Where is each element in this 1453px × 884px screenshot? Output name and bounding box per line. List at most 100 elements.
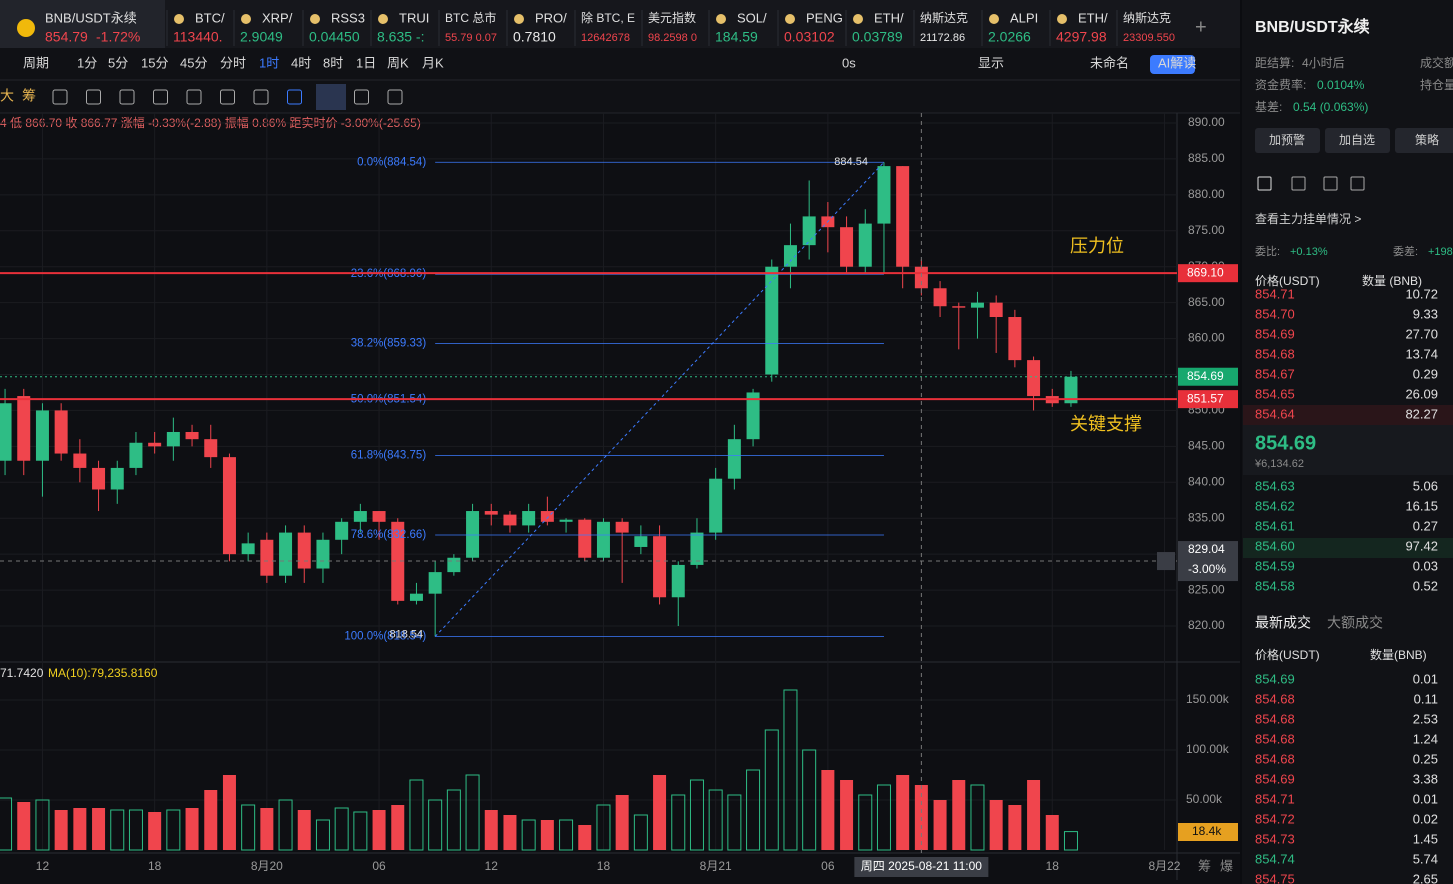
volume-bar [278,799,293,851]
crosshair-plus[interactable] [1157,552,1175,571]
corner-icon[interactable]: 爆 [1220,858,1233,873]
panel-button-label[interactable]: 加自选 [1339,133,1375,147]
tool-icon[interactable] [52,89,68,105]
tool-icon[interactable] [387,89,403,105]
period[interactable]: 15分 [141,55,168,70]
tool-icon[interactable] [186,89,202,105]
panel-button-label[interactable]: 加预警 [1269,132,1305,147]
tab-name[interactable]: 美元指数 [648,10,696,25]
x-tick-label: 18 [148,859,162,873]
tab-price[interactable]: 113440. [173,29,223,45]
period[interactable]: 1时 [259,55,279,70]
toolbar-item[interactable]: 未命名 [1090,55,1129,70]
tab-name[interactable]: 除 BTC, E [581,10,635,25]
mid-band [1243,425,1453,475]
y-tick-label: 845.00 [1188,439,1225,453]
tab-price[interactable]: 0.03789 [852,29,903,45]
tab-name[interactable]: XRP/ [262,10,293,25]
x-tick-label: 8月21 [700,859,732,873]
trade-tab[interactable]: 最新成交 [1255,615,1311,631]
book-mode[interactable] [1350,176,1365,191]
book-mode[interactable] [1323,176,1338,191]
depth-link[interactable]: 查看主力挂单情况 > [1255,212,1361,226]
tab-price[interactable]: 8.635 -: [377,29,424,45]
tab-name[interactable]: BNB/USDT永续 [45,10,137,25]
tab-price[interactable]: 0.03102 [784,29,835,45]
period[interactable]: 1日 [356,55,376,70]
candle-body [840,227,854,267]
period[interactable]: 45分 [180,55,207,70]
tool-icon[interactable] [354,89,369,105]
panel-button[interactable] [1255,128,1320,153]
panel-button-label[interactable]: 策略 [1415,132,1439,147]
tool-icon[interactable] [153,89,168,105]
period[interactable]: 月K [422,55,444,70]
tab-name[interactable]: ETH/ [874,10,904,25]
tab-name[interactable]: ETH/ [1078,10,1108,25]
tool[interactable]: 大 [0,88,14,104]
volume-bar [989,800,1003,850]
period[interactable]: 1分 [77,55,97,70]
tool-icon[interactable] [253,89,269,105]
tab-price[interactable]: 0.7810 [513,29,556,45]
trade-tab[interactable]: 大额成交 [1327,615,1383,631]
tab-price[interactable]: 12642678 [581,32,630,44]
tab-name[interactable]: PRO/ [535,10,567,25]
tab-price[interactable]: 2.9049 [240,29,283,45]
tab-price[interactable]: 854.79 [45,29,88,45]
candle-body [447,557,461,573]
tab-name[interactable]: TRUI [399,10,429,25]
period[interactable]: 分时 [220,55,246,70]
period[interactable]: 5分 [108,55,128,70]
tab-name[interactable]: 纳斯达克 [1123,11,1171,25]
tab-name[interactable]: BTC/ [195,10,225,25]
toolbar-item[interactable]: AI解读 [1158,55,1196,70]
book-mode[interactable] [1291,176,1306,191]
tab-price[interactable]: 98.2598 0 [648,32,697,44]
tool-icon[interactable] [119,89,135,105]
ask-qty: 9.33 [1413,306,1438,321]
toolbar-item[interactable]: 显示 [978,55,1004,70]
tab-change[interactable]: -1.72% [96,29,140,45]
tab-price[interactable]: 184.59 [715,29,758,45]
toolbar-item[interactable]: 0s [842,55,856,70]
tool[interactable]: 筹 [22,88,36,104]
tab-price[interactable]: 4297.98 [1056,29,1107,45]
panel-button[interactable] [1395,128,1453,153]
bid-price: 854.59 [1255,558,1295,573]
tab-price[interactable]: 0.04450 [309,29,360,45]
tool-icon[interactable] [86,89,101,105]
panel-button[interactable] [1325,128,1390,153]
volume-bar [128,809,143,851]
add-tab[interactable]: + [1195,16,1207,38]
period[interactable]: 4时 [291,55,311,70]
candle-body [540,511,554,522]
candle-body [653,536,667,598]
period[interactable]: 周K [387,55,409,70]
tab-name[interactable]: 纳斯达克 [920,11,968,25]
x-tick-label: 06 [821,859,835,873]
value: 0.54 (0.063%) [1293,100,1368,114]
tab-name[interactable]: BTC 总市 [445,10,496,25]
tab-price[interactable]: 21172.86 [920,32,965,44]
tab-price[interactable]: 2.0266 [988,29,1031,45]
tool-icon[interactable] [287,89,302,105]
tool-active[interactable] [316,84,346,110]
book-mode[interactable] [1257,176,1272,191]
corner-icon[interactable]: 筹 [1198,858,1211,873]
fib-low-label: 818.54 [390,628,424,640]
candle-body [204,439,218,458]
tab-name[interactable]: ALPI [1010,10,1038,25]
trade-price: 854.71 [1255,791,1295,806]
tab-name[interactable]: PENG [806,10,843,25]
tab-price[interactable]: 23309.550 [1123,32,1175,44]
volume-bar [783,689,798,851]
tab-name[interactable]: SOL/ [737,10,767,25]
volume-bar [1008,805,1022,850]
tab-name[interactable]: RSS3 [331,10,365,25]
tab-price[interactable]: 55.79 0.07 [445,32,497,44]
period[interactable]: 周期 [23,55,49,70]
tool-icon[interactable] [220,89,235,105]
ai-button[interactable] [1150,55,1195,74]
period[interactable]: 8时 [323,55,343,70]
